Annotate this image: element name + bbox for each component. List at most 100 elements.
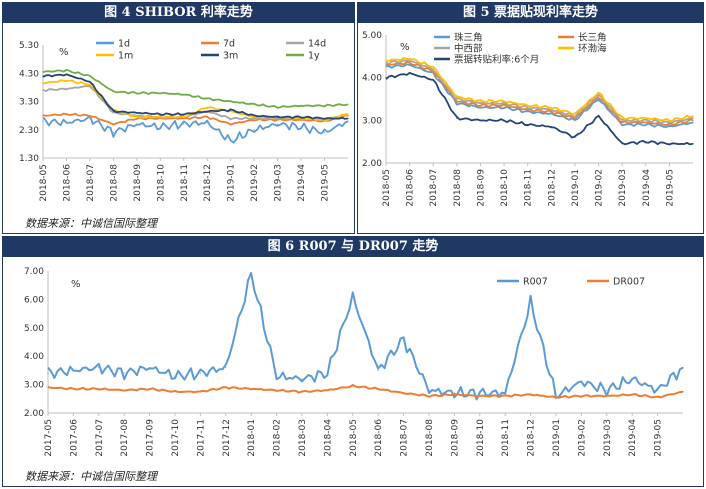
- data-point-环渤海: [621, 117, 623, 119]
- data-point-DR007: [606, 395, 608, 397]
- chart-panel-bill: 图 5 票据贴现利率走势 5.00 4.00 3.00 2.00% 2018-05 201…: [357, 2, 704, 234]
- data-point-长三角: [409, 62, 411, 64]
- data-point-1y: [347, 103, 349, 105]
- data-point-DR007: [555, 396, 557, 398]
- x-tick-label: 2019-04: [297, 164, 307, 202]
- unit-label: %: [59, 47, 69, 58]
- y-tick-label: 1.30: [19, 154, 39, 164]
- data-point-1d: [183, 123, 185, 125]
- x-tick-label: 2017-08: [120, 419, 130, 457]
- data-point-1d: [253, 129, 255, 131]
- legend-label-DR007: DR007: [613, 277, 645, 288]
- data-point-1m: [42, 82, 44, 84]
- data-point-环渤海: [479, 100, 482, 102]
- data-point-1d: [300, 126, 302, 128]
- data-point-14d: [42, 89, 44, 91]
- data-point-R007: [352, 295, 354, 298]
- series-line-DR007: [47, 384, 684, 399]
- data-point-1y: [277, 106, 279, 108]
- data-point-R007: [326, 372, 328, 374]
- y-tick-label: 6.00: [24, 295, 44, 305]
- shibor-chart: 5.30 4.30 3.30 2.30 1.30% 2018-05 2018-06 2018-…: [19, 39, 349, 202]
- series-line-7d: [42, 112, 349, 126]
- x-tick-label: 2017-11: [196, 419, 206, 457]
- data-point-R007: [225, 366, 227, 369]
- data-point-1m: [230, 110, 232, 112]
- data-point-珠三角: [503, 106, 505, 109]
- legend-label-珠三角: 珠三角: [454, 32, 483, 44]
- source-note-repo: 数据来源：中诚信国际整理: [25, 470, 157, 483]
- x-tick-label: 2018-11: [524, 169, 534, 207]
- data-point-票据转贴利率:6个月: [668, 143, 670, 145]
- data-point-长三角: [503, 104, 505, 106]
- data-point-DR007: [72, 388, 74, 390]
- data-point-中西部: [621, 119, 623, 121]
- y-tick-label: 2.00: [24, 409, 44, 419]
- data-point-R007: [47, 372, 49, 374]
- data-point-票据转贴利率:6个月: [432, 79, 434, 81]
- data-point-3m: [65, 74, 68, 76]
- y-tick-label: 3.00: [362, 116, 382, 126]
- data-point-R007: [479, 392, 481, 394]
- data-point-票据转贴利率:6个月: [621, 143, 623, 145]
- data-point-1y: [89, 75, 91, 77]
- x-tick-label: 2017-10: [171, 419, 181, 457]
- y-tick-label: 4.30: [19, 69, 39, 79]
- x-tick-label: 2018-07: [400, 419, 410, 457]
- data-point-长三角: [692, 119, 694, 121]
- x-tick-label: 2019-01: [571, 169, 581, 207]
- data-point-3m: [253, 115, 255, 117]
- data-point-R007: [606, 389, 608, 391]
- data-point-环渤海: [409, 57, 411, 60]
- series-line-3m: [42, 73, 349, 120]
- data-point-长三角: [385, 64, 387, 66]
- data-point-1y: [253, 103, 255, 105]
- x-tick-label: 2018-02: [273, 419, 283, 457]
- data-point-中西部: [692, 117, 694, 119]
- repo-chart: 7.00 6.00 5.00 4.00 3.00 2.00% 2017-05 2017-06 2…: [24, 267, 684, 457]
- data-point-14d: [65, 88, 68, 90]
- data-point-DR007: [682, 391, 684, 393]
- data-point-R007: [123, 372, 125, 374]
- data-point-R007: [530, 301, 532, 303]
- data-point-1y: [323, 105, 326, 107]
- data-point-3m: [323, 117, 326, 120]
- data-point-票据转贴利率:6个月: [550, 126, 552, 128]
- data-point-R007: [504, 392, 506, 394]
- data-point-票据转贴利率:6个月: [409, 72, 411, 74]
- y-tick-label: 5.00: [362, 31, 382, 41]
- series-line-中西部: [385, 59, 694, 124]
- series-line-票据转贴利率:6个月: [385, 72, 694, 146]
- x-tick-label: 2018-05: [349, 419, 359, 457]
- data-point-票据转贴利率:6个月: [385, 77, 387, 79]
- x-tick-label: 2018-06: [406, 169, 416, 207]
- data-point-7d: [112, 123, 114, 125]
- data-point-环渤海: [503, 100, 505, 102]
- source-note-shibor: 数据来源：中诚信国际整理: [25, 217, 157, 230]
- legend-label-长三角: 长三角: [578, 32, 607, 44]
- x-tick-label: 2018-12: [527, 419, 537, 457]
- data-point-中西部: [503, 102, 505, 104]
- data-point-R007: [149, 366, 151, 369]
- x-tick-label: 2019-05: [654, 419, 664, 457]
- data-point-珠三角: [645, 124, 647, 126]
- data-point-7d: [347, 115, 349, 117]
- data-point-3m: [112, 110, 114, 112]
- series-line-14d: [42, 85, 349, 121]
- data-point-长三角: [479, 104, 482, 106]
- data-point-中西部: [432, 68, 434, 70]
- data-point-长三角: [550, 111, 552, 113]
- x-tick-label: 2018-01: [247, 419, 257, 457]
- x-tick-label: 2019-03: [274, 164, 284, 202]
- legend-label-1m: 1m: [118, 51, 133, 62]
- x-tick-label: 2018-08: [453, 169, 463, 207]
- data-point-珠三角: [385, 66, 387, 68]
- data-point-7d: [206, 116, 208, 118]
- data-point-1d: [159, 126, 161, 128]
- data-point-1m: [65, 79, 68, 81]
- data-point-DR007: [225, 386, 227, 389]
- data-point-1m: [159, 116, 161, 118]
- data-point-珠三角: [409, 64, 411, 66]
- legend-label-环渤海: 环渤海: [578, 43, 607, 55]
- chart-title-shibor: 图 4 SHIBOR 利率走势: [3, 3, 354, 23]
